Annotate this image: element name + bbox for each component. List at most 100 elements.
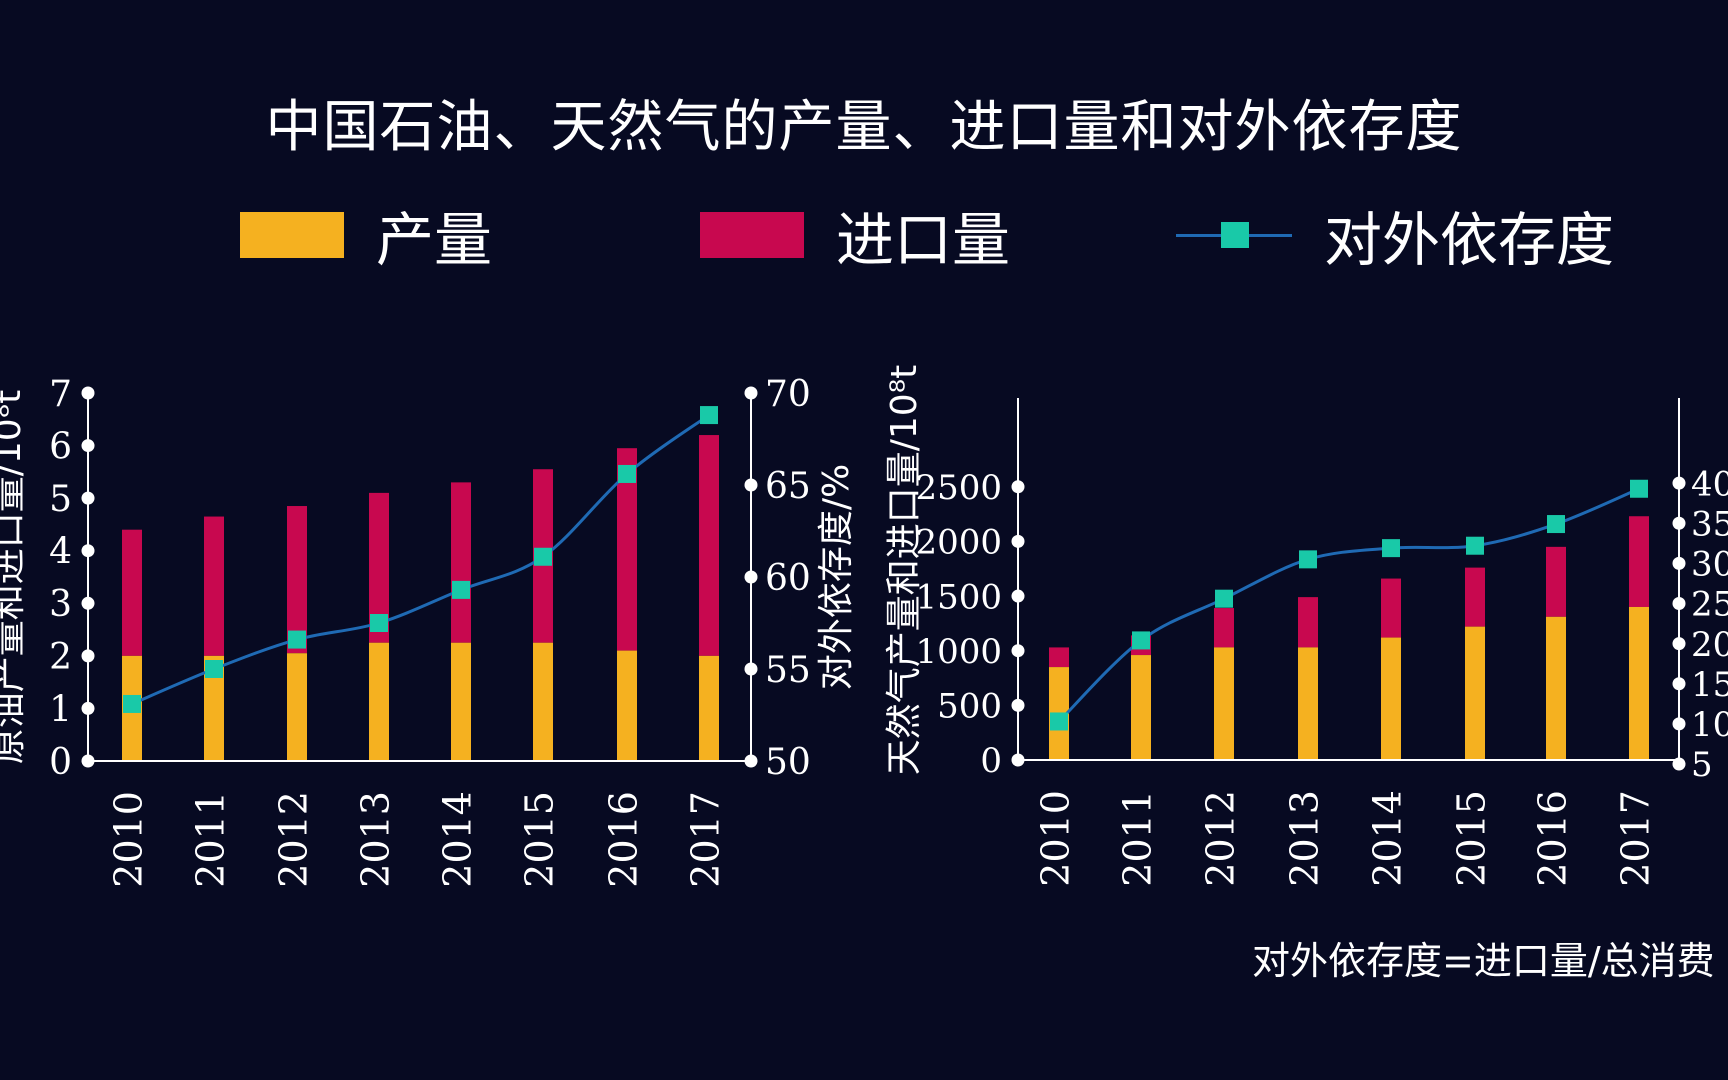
legend-dependency-label: 对外依存度 [1324,206,1615,274]
x-tick-label-2014: 2014 [436,791,480,888]
right-tick-dot-55 [744,662,758,676]
left-tick-label-3: 3 [49,584,72,625]
production-bar-2013 [369,642,389,761]
legend-imports-label: 进口量 [836,206,1011,274]
left-tick-dot-1000 [1011,644,1025,658]
x-tick-label-2013: 2013 [1283,790,1327,887]
chart-title: 中国石油、天然气的产量、进口量和对外依存度 [265,95,1463,160]
production-bar-2014 [1381,637,1401,760]
production-bar-2016 [1546,616,1566,760]
legend-production-label: 产量 [376,206,493,274]
import-bar-2010 [122,529,142,656]
left-tick-dot-1500 [1011,589,1025,603]
y2-axis-title: 对外依存度/% [816,464,857,690]
import-bar-2017 [699,435,719,656]
right-tick-dot-10 [1672,717,1686,731]
legend-production: 产量 [240,200,492,274]
right-tick-dot-20 [1672,637,1686,651]
left-tick-label-1: 1 [49,689,72,730]
production-bar-2017 [699,655,719,761]
crude-oil-chart: 0 1 2 3 4 5 6 7 50 55 60 65 70 2010 2011 2012 2013 2014 20… [0,374,857,888]
dependency-marker-2014 [452,580,470,599]
right-tick-label-65: 65 [765,466,811,507]
left-tick-label-6: 6 [49,427,72,468]
import-bar-2013 [1298,597,1318,648]
right-tick-label-5: 5 [1691,745,1713,785]
production-bar-2013 [1298,647,1318,760]
left-tick-label-0: 0 [49,742,72,783]
left-tick-dot-2 [81,649,95,663]
right-tick-dot-35 [1672,516,1686,530]
import-bar-2014 [451,482,471,643]
x-tick-label-2015: 2015 [1450,790,1494,887]
right-tick-label-30: 30 [1691,545,1728,585]
y-axis-title: 原油产量和进口量/10⁸t [0,390,29,765]
import-bar-2017 [1629,516,1649,607]
left-tick-label-1500: 1500 [915,577,1002,617]
x-tick-label-2017: 2017 [684,791,728,888]
legend-imports-swatch [700,212,804,258]
left-tick-label-500: 500 [937,687,1002,727]
dependency-marker-2016 [1547,515,1565,534]
right-tick-dot-5 [1672,757,1686,771]
left-tick-label-7: 7 [49,374,72,415]
left-tick-dot-500 [1011,698,1025,712]
dependency-marker-2013 [1299,550,1317,569]
production-bar-2015 [533,642,553,761]
left-tick-dot-4 [81,544,95,558]
legend-dependency: 对外依存度 [1176,200,1614,274]
right-tick-label-20: 20 [1691,625,1728,665]
left-tick-label-5: 5 [49,479,72,520]
right-tick-label-25: 25 [1691,585,1728,625]
right-tick-label-35: 35 [1691,504,1728,544]
right-tick-label-60: 60 [765,558,811,599]
right-tick-dot-60 [744,570,758,584]
dependency-marker-2011 [1132,631,1150,650]
production-bar-2012 [287,653,307,761]
production-bar-2016 [617,650,637,761]
dependency-marker-2017 [1630,479,1648,498]
x-tick-label-2017: 2017 [1614,790,1658,887]
right-tick-label-10: 10 [1691,705,1728,745]
import-bar-2016 [1546,546,1566,617]
right-tick-dot-70 [744,386,758,400]
left-tick-dot-0 [81,754,95,768]
right-tick-dot-30 [1672,556,1686,570]
left-tick-label-2000: 2000 [915,523,1002,563]
y-axis-title: 天然气产量和进口量/10⁸t [884,365,925,776]
left-tick-label-0: 0 [980,741,1002,781]
left-tick-dot-3 [81,596,95,610]
right-tick-label-40: 40 [1691,464,1728,504]
dependency-marker-2010 [1050,712,1068,731]
legend-imports: 进口量 [700,200,1010,274]
production-bar-2017 [1629,606,1649,760]
right-tick-label-15: 15 [1691,665,1728,705]
dependency-marker-2010 [123,694,141,713]
x-tick-label-2016: 2016 [602,791,646,888]
dependency-marker-2015 [534,547,552,566]
left-tick-dot-7 [81,386,95,400]
left-tick-dot-1 [81,701,95,715]
left-tick-label-4: 4 [49,532,72,573]
legend-production-swatch [240,212,344,258]
right-tick-dot-50 [744,754,758,768]
right-tick-dot-25 [1672,597,1686,610]
legend-dependency-swatch [1176,212,1292,258]
import-bar-2011 [204,516,224,656]
left-tick-dot-6 [81,439,95,453]
x-tick-label-2015: 2015 [518,791,562,888]
x-tick-label-2011: 2011 [1116,790,1160,887]
right-tick-label-70: 70 [765,374,811,415]
left-tick-label-2: 2 [49,637,72,678]
x-tick-label-2010: 2010 [1034,790,1078,887]
dependency-marker-2012 [1215,589,1233,608]
x-tick-label-2012: 2012 [272,791,316,888]
import-bar-2010 [1049,647,1069,668]
footnote: 对外依存度=进口量/总消费 [1252,939,1715,983]
x-tick-label-2014: 2014 [1366,790,1410,887]
left-tick-dot-2000 [1011,534,1025,548]
left-tick-dot-5 [81,491,95,505]
left-tick-dot-0 [1011,753,1025,767]
